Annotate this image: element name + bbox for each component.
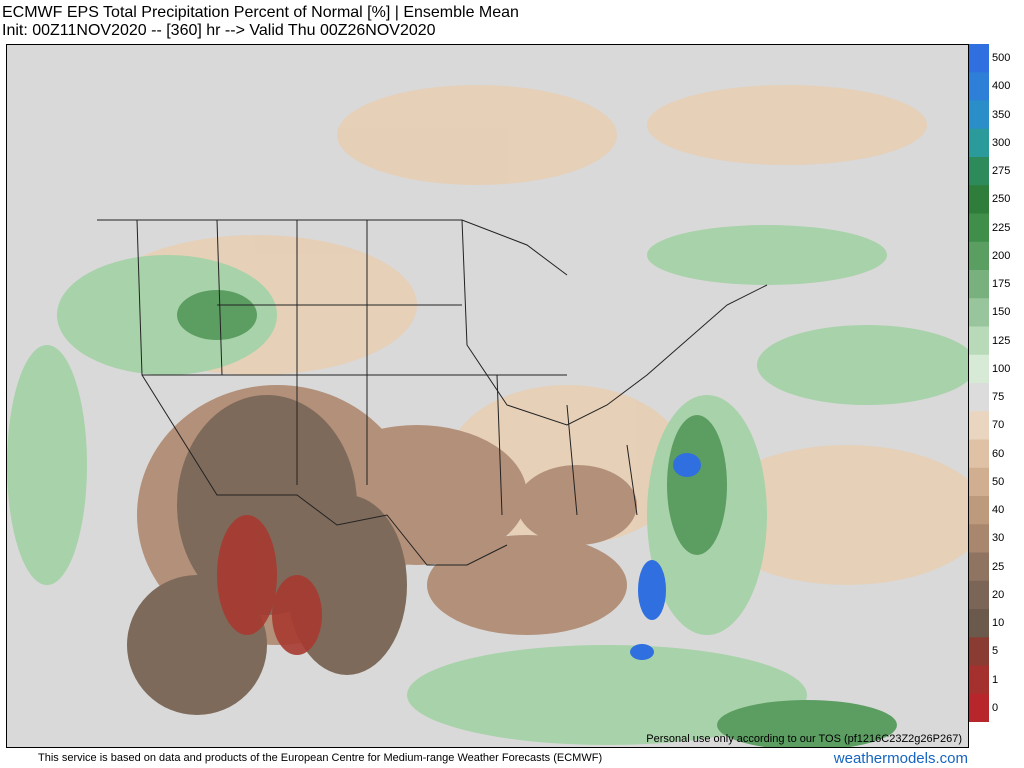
colorbar-tick-label: 70 — [992, 419, 1005, 432]
colorbar-segment — [969, 44, 989, 73]
colorbar-segment — [969, 157, 989, 186]
colorbar-tick-label: 225 — [992, 221, 1011, 234]
map-title: ECMWF EPS Total Precipitation Percent of… — [2, 4, 519, 21]
colorbar-tick-label: 75 — [992, 391, 1005, 404]
colorbar-segment — [969, 185, 989, 214]
colorbar-tick-label: 500 — [992, 52, 1011, 65]
colorbar — [969, 44, 989, 722]
colorbar-tick-label: 250 — [992, 193, 1011, 206]
colorbar-tick-label: 175 — [992, 278, 1011, 291]
colorbar-segment — [969, 354, 989, 384]
colorbar-segment — [969, 383, 989, 412]
colorbar-segment — [969, 524, 989, 553]
colorbar-segment — [969, 609, 989, 638]
colorbar-tick-label: 40 — [992, 504, 1005, 517]
colorbar-segment — [969, 467, 989, 497]
colorbar-tick-label: 300 — [992, 136, 1011, 149]
colorbar-segment — [969, 552, 989, 582]
colorbar-segment — [969, 213, 989, 243]
colorbar-segment — [969, 693, 989, 722]
map-subtitle: Init: 00Z11NOV2020 -- [360] hr --> Valid… — [2, 22, 436, 39]
colorbar-tick-label: 125 — [992, 334, 1011, 347]
colorbar-segment — [969, 270, 989, 299]
colorbar-segment — [969, 411, 989, 440]
colorbar-tick-label: 150 — [992, 306, 1011, 319]
colorbar-tick-label: 1 — [992, 673, 999, 686]
brand-link[interactable]: weathermodels.com — [833, 750, 968, 767]
colorbar-segment — [969, 496, 989, 525]
colorbar-tick-label: 10 — [992, 617, 1005, 630]
colorbar-tick-label: 20 — [992, 588, 1005, 601]
colorbar-segment — [969, 580, 989, 610]
colorbar-segment — [969, 439, 989, 469]
colorbar-tick-label: 350 — [992, 108, 1011, 121]
colorbar-tick-label: 400 — [992, 80, 1011, 93]
attribution-text: This service is based on data and produc… — [38, 752, 603, 764]
colorbar-tick-label: 200 — [992, 249, 1011, 262]
colorbar-tick-label: 25 — [992, 560, 1005, 573]
colorbar-tick-label: 60 — [992, 447, 1005, 460]
precipitation-map: Personal use only according to our TOS (… — [6, 44, 969, 748]
colorbar-tick-label: 0 — [992, 701, 999, 714]
colorbar-tick-label: 5 — [992, 645, 999, 658]
colorbar-segment — [969, 298, 989, 327]
colorbar-tick-label: 30 — [992, 532, 1005, 545]
colorbar-segment — [969, 241, 989, 271]
colorbar-tick-label: 100 — [992, 362, 1011, 375]
tos-note: Personal use only according to our TOS (… — [646, 733, 962, 745]
colorbar-segment — [969, 100, 989, 130]
colorbar-tick-label: 50 — [992, 475, 1005, 488]
colorbar-segment — [969, 72, 989, 101]
colorbar-segment — [969, 665, 989, 695]
colorbar-segment — [969, 128, 989, 158]
colorbar-segment — [969, 326, 989, 356]
colorbar-tick-label: 275 — [992, 165, 1011, 178]
colorbar-segment — [969, 637, 989, 666]
